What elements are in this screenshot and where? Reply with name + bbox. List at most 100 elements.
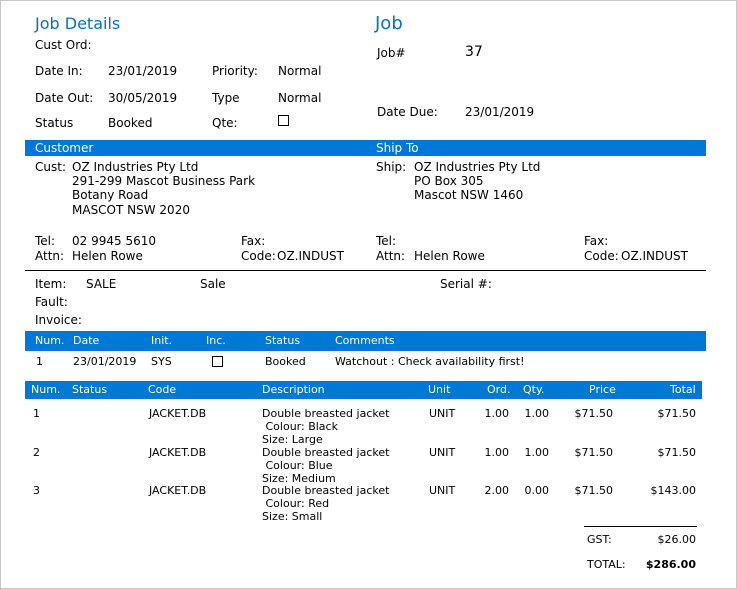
ship-code-value: OZ.INDUST [621, 249, 688, 263]
ship-attn-label: Attn: [376, 249, 406, 263]
col-header-inc: Inc. [206, 334, 226, 347]
cust-fax-label: Fax: [241, 234, 266, 248]
total-label: TOTAL: [587, 558, 626, 571]
line-option-colour: Colour: Blue [262, 459, 333, 472]
ship-address-line: Mascot NSW 1460 [414, 188, 524, 202]
total-value: $286.00 [645, 558, 696, 571]
col-header-unit: Unit [428, 383, 451, 396]
col-header-description: Description [262, 383, 325, 396]
ship-label: Ship: [376, 160, 407, 174]
customer-shipto-header-bar: Customer Ship To [25, 140, 706, 156]
col-header-date: Date [73, 334, 100, 347]
col-header-comments: Comments [335, 334, 395, 347]
section-divider [25, 270, 706, 271]
line-code: JACKET.DB [149, 407, 207, 420]
gst-label: GST: [587, 533, 612, 546]
line-price: $71.50 [574, 407, 614, 420]
line-price: $71.50 [574, 446, 614, 459]
line-description: Double breasted jacket [262, 446, 390, 459]
line-description: Double breasted jacket [262, 484, 390, 497]
ship-address-line: OZ Industries Pty Ltd [414, 160, 541, 174]
col-header-ord: Ord. [487, 383, 511, 396]
col-header-qty: Qty. [523, 383, 545, 396]
comment-row-date: 23/01/2019 [73, 355, 137, 368]
customer-address-line: OZ Industries Pty Ltd [72, 160, 199, 174]
date-out-value: 30/05/2019 [108, 91, 178, 105]
serial-label: Serial #: [440, 277, 492, 291]
qte-checkbox[interactable] [278, 115, 289, 126]
line-code: JACKET.DB [149, 484, 207, 497]
lines-table-header: Num. Status Code Description Unit Ord. Q… [25, 381, 702, 399]
line-num: 3 [33, 484, 40, 497]
line-unit: UNIT [429, 446, 456, 459]
col-header-init: Init. [151, 334, 173, 347]
cust-tel-value: 02 9945 5610 [72, 234, 156, 248]
cust-attn-value: Helen Rowe [72, 249, 143, 263]
totals-divider [584, 526, 697, 527]
qte-label: Qte: [212, 116, 238, 130]
col-header-status: Status [72, 383, 108, 396]
cust-ord-label: Cust Ord: [35, 38, 92, 52]
line-ord: 1.00 [484, 446, 510, 459]
line-ord: 1.00 [484, 407, 510, 420]
ship-fax-label: Fax: [584, 234, 609, 248]
cust-code-value: OZ.INDUST [277, 249, 344, 263]
line-qty: 1.00 [524, 407, 550, 420]
line-qty: 1.00 [524, 446, 550, 459]
col-header-total: Total [670, 383, 696, 396]
fault-label: Fault: [35, 295, 68, 309]
date-due-label: Date Due: [377, 105, 438, 119]
col-header-num: Num. [35, 334, 65, 347]
job-title: Job [375, 13, 403, 34]
date-in-label: Date In: [35, 64, 83, 78]
customer-address-line: 291-299 Mascot Business Park [72, 174, 256, 188]
line-option-size: Size: Large [262, 433, 323, 446]
line-ord: 2.00 [484, 484, 510, 497]
col-header-price: Price [589, 383, 616, 396]
type-label: Type [212, 91, 240, 105]
date-in-value: 23/01/2019 [108, 64, 178, 78]
line-option-size: Size: Small [262, 510, 323, 523]
line-option-colour: Colour: Black [262, 420, 338, 433]
ship-to-header: Ship To [376, 141, 419, 155]
line-total: $71.50 [657, 407, 697, 420]
priority-label: Priority: [212, 64, 258, 78]
line-option-colour: Colour: Red [262, 497, 330, 510]
item-label: Item: [35, 277, 67, 291]
line-total: $71.50 [657, 446, 697, 459]
job-details-title: Job Details [35, 14, 121, 33]
invoice-label: Invoice: [35, 313, 82, 327]
line-unit: UNIT [429, 407, 456, 420]
line-unit: UNIT [429, 484, 456, 497]
date-due-value: 23/01/2019 [465, 105, 535, 119]
comment-row-inc-checkbox[interactable] [212, 356, 223, 367]
status-value: Booked [108, 116, 153, 130]
status-label: Status [35, 116, 74, 130]
col-header-status: Status [265, 334, 301, 347]
cust-attn-label: Attn: [35, 249, 65, 263]
ship-code-label: Code: [584, 249, 619, 263]
col-header-num: Num. [31, 383, 61, 396]
date-out-label: Date Out: [35, 91, 94, 105]
comment-row-text: Watchout : Check availability first! [335, 355, 525, 368]
gst-value: $26.00 [657, 533, 697, 546]
ship-attn-value: Helen Rowe [414, 249, 485, 263]
customer-address-line: MASCOT NSW 2020 [72, 203, 190, 217]
line-code: JACKET.DB [149, 446, 207, 459]
comment-row-num: 1 [36, 355, 43, 368]
ship-address-line: PO Box 305 [414, 174, 484, 188]
cust-code-label: Code: [241, 249, 276, 263]
priority-value: Normal [278, 64, 322, 78]
cust-label: Cust: [35, 160, 66, 174]
comment-row-status: Booked [265, 355, 306, 368]
line-qty: 0.00 [524, 484, 550, 497]
line-price: $71.50 [574, 484, 614, 497]
type-value: Normal [278, 91, 322, 105]
line-num: 1 [33, 407, 40, 420]
col-header-code: Code [148, 383, 177, 396]
item-sale-value: Sale [200, 277, 226, 291]
ship-tel-label: Tel: [376, 234, 397, 248]
job-number-label: Job# [377, 46, 406, 60]
line-description: Double breasted jacket [262, 407, 390, 420]
